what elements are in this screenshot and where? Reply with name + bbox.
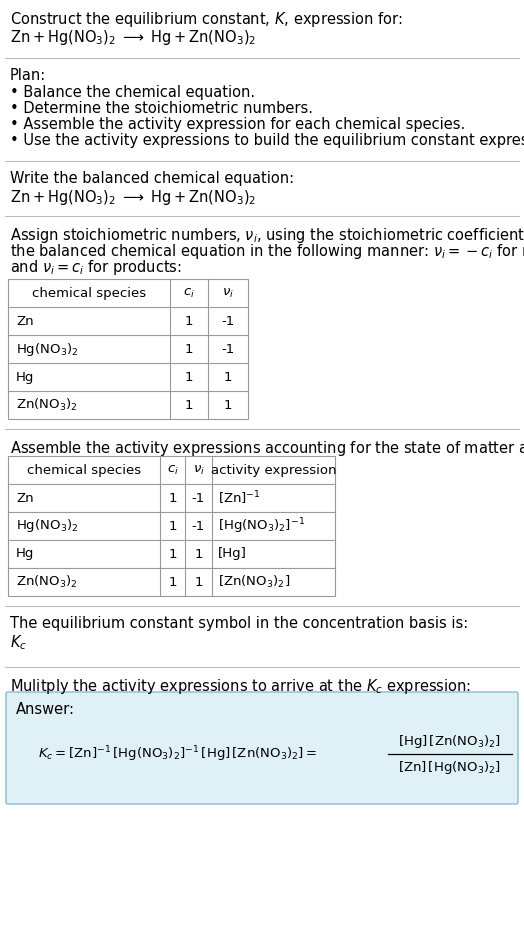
Text: • Use the activity expressions to build the equilibrium constant expression.: • Use the activity expressions to build …	[10, 133, 524, 148]
Text: 1: 1	[168, 548, 177, 561]
Text: and $\nu_i = c_i$ for products:: and $\nu_i = c_i$ for products:	[10, 258, 182, 277]
Text: $\mathrm{Zn(NO_3)_2}$: $\mathrm{Zn(NO_3)_2}$	[16, 574, 78, 590]
Text: $K_c = [\mathrm{Zn}]^{-1}\,[\mathrm{Hg(NO_3)_2}]^{-1}\,[\mathrm{Hg}]\,[\mathrm{Z: $K_c = [\mathrm{Zn}]^{-1}\,[\mathrm{Hg(N…	[38, 744, 317, 764]
Text: $[\mathrm{Zn}]\,[\mathrm{Hg(NO_3)_2}]$: $[\mathrm{Zn}]\,[\mathrm{Hg(NO_3)_2}]$	[398, 758, 501, 775]
Text: Construct the equilibrium constant, $K$, expression for:: Construct the equilibrium constant, $K$,…	[10, 10, 402, 29]
Text: Assign stoichiometric numbers, $\nu_i$, using the stoichiometric coefficients, $: Assign stoichiometric numbers, $\nu_i$, …	[10, 226, 524, 245]
Text: 1: 1	[224, 370, 232, 383]
Text: $[\mathrm{Hg}]\,[\mathrm{Zn(NO_3)_2}]$: $[\mathrm{Hg}]\,[\mathrm{Zn(NO_3)_2}]$	[398, 733, 501, 750]
Text: -1: -1	[221, 314, 235, 327]
Text: -1: -1	[192, 519, 205, 532]
Text: 1: 1	[224, 399, 232, 412]
Text: $\mathrm{Zn + Hg(NO_3)_2 \;\longrightarrow\; Hg + Zn(NO_3)_2}$: $\mathrm{Zn + Hg(NO_3)_2 \;\longrightarr…	[10, 28, 256, 47]
Text: chemical species: chemical species	[27, 463, 141, 476]
Text: $[\mathrm{Zn(NO_3)_2}]$: $[\mathrm{Zn(NO_3)_2}]$	[218, 574, 290, 590]
Text: $\mathrm{Zn(NO_3)_2}$: $\mathrm{Zn(NO_3)_2}$	[16, 397, 78, 413]
Text: Hg: Hg	[16, 370, 35, 383]
Text: $c_i$: $c_i$	[183, 287, 195, 300]
Text: -1: -1	[192, 492, 205, 505]
Text: Mulitply the activity expressions to arrive at the $K_c$ expression:: Mulitply the activity expressions to arr…	[10, 677, 471, 696]
Text: -1: -1	[221, 343, 235, 356]
Text: $\mathrm{Zn + Hg(NO_3)_2 \;\longrightarrow\; Hg + Zn(NO_3)_2}$: $\mathrm{Zn + Hg(NO_3)_2 \;\longrightarr…	[10, 188, 256, 207]
Text: $\nu_i$: $\nu_i$	[222, 287, 234, 300]
Text: $K_c$: $K_c$	[10, 633, 27, 652]
Text: 1: 1	[185, 399, 193, 412]
Text: 1: 1	[168, 575, 177, 588]
Text: Write the balanced chemical equation:: Write the balanced chemical equation:	[10, 171, 294, 186]
Text: activity expression: activity expression	[211, 463, 336, 476]
Text: • Determine the stoichiometric numbers.: • Determine the stoichiometric numbers.	[10, 101, 313, 116]
Text: 1: 1	[168, 492, 177, 505]
Text: • Assemble the activity expression for each chemical species.: • Assemble the activity expression for e…	[10, 117, 465, 132]
Text: Zn: Zn	[16, 314, 34, 327]
Text: Zn: Zn	[16, 492, 34, 505]
Text: The equilibrium constant symbol in the concentration basis is:: The equilibrium constant symbol in the c…	[10, 616, 468, 631]
Text: $[\mathrm{Hg(NO_3)_2}]^{-1}$: $[\mathrm{Hg(NO_3)_2}]^{-1}$	[218, 516, 305, 536]
Text: $[\mathrm{Zn}]^{-1}$: $[\mathrm{Zn}]^{-1}$	[218, 490, 261, 507]
Text: 1: 1	[194, 575, 203, 588]
Text: 1: 1	[168, 519, 177, 532]
Text: 1: 1	[185, 314, 193, 327]
Text: the balanced chemical equation in the following manner: $\nu_i = -c_i$ for react: the balanced chemical equation in the fo…	[10, 242, 524, 261]
Text: $c_i$: $c_i$	[167, 463, 178, 476]
Text: Hg: Hg	[16, 548, 35, 561]
Text: 1: 1	[185, 370, 193, 383]
Text: $\nu_i$: $\nu_i$	[192, 463, 204, 476]
Text: Plan:: Plan:	[10, 68, 46, 83]
Text: Assemble the activity expressions accounting for the state of matter and $\nu_i$: Assemble the activity expressions accoun…	[10, 439, 524, 458]
Text: [Hg]: [Hg]	[218, 548, 247, 561]
Text: $\mathrm{Hg(NO_3)_2}$: $\mathrm{Hg(NO_3)_2}$	[16, 517, 79, 534]
Text: • Balance the chemical equation.: • Balance the chemical equation.	[10, 85, 255, 100]
Text: 1: 1	[185, 343, 193, 356]
Text: 1: 1	[194, 548, 203, 561]
Text: chemical species: chemical species	[32, 287, 146, 300]
FancyBboxPatch shape	[6, 692, 518, 804]
Text: Answer:: Answer:	[16, 702, 75, 717]
Text: $\mathrm{Hg(NO_3)_2}$: $\mathrm{Hg(NO_3)_2}$	[16, 341, 79, 358]
